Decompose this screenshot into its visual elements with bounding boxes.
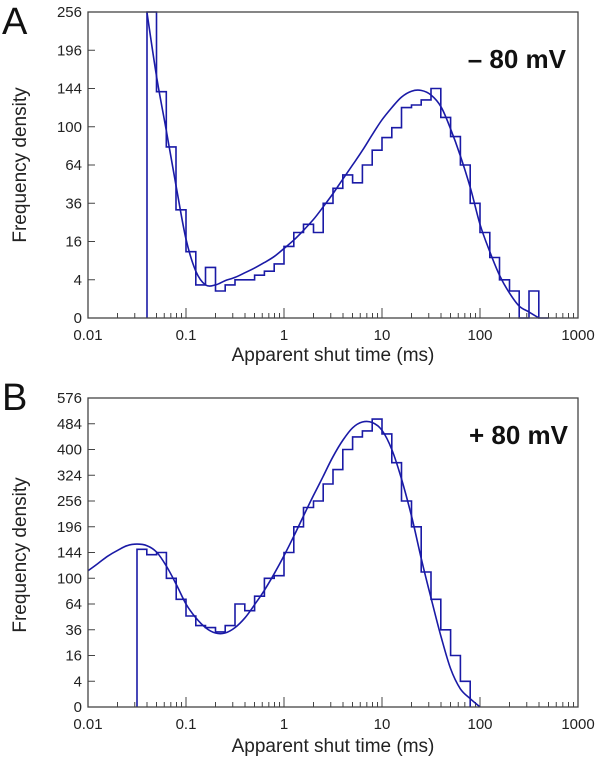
panel-b-marks xyxy=(88,418,481,707)
panel-a-voltage-label: – 80 mV xyxy=(468,44,567,74)
y-tick-label: 256 xyxy=(57,493,82,510)
panel-letter-a: A xyxy=(2,1,28,43)
y-tick-label: 64 xyxy=(65,157,82,174)
x-tick-label: 0.1 xyxy=(176,716,197,733)
y-tick-label: 16 xyxy=(65,234,82,251)
y-tick-label: 196 xyxy=(57,42,82,59)
panel-a-y-axis-label: Frequency density xyxy=(10,87,31,243)
y-tick-label: 484 xyxy=(57,416,82,433)
x-tick-label: 100 xyxy=(467,327,492,344)
x-tick-label: 1000 xyxy=(561,716,594,733)
panel-a-x-axis-label: Apparent shut time (ms) xyxy=(232,345,435,366)
x-tick-label: 10 xyxy=(374,327,391,344)
panel-a-ticks: 0 4 16 36 64 100 144 196 256 0.01 0.1 1 10 100 1000 xyxy=(57,4,595,344)
x-tick-label: 1000 xyxy=(561,327,594,344)
x-tick-label: 0.01 xyxy=(73,716,102,733)
x-tick-label: 0.01 xyxy=(73,327,102,344)
y-tick-label: 100 xyxy=(57,570,82,587)
y-tick-label: 144 xyxy=(57,545,82,562)
y-tick-label: 144 xyxy=(57,81,82,98)
y-tick-label: 36 xyxy=(65,622,82,639)
x-tick-label: 1 xyxy=(280,716,288,733)
y-tick-label: 100 xyxy=(57,119,82,136)
fit-curve xyxy=(88,420,481,707)
x-tick-label: 100 xyxy=(467,716,492,733)
y-tick-label: 4 xyxy=(74,673,82,690)
panel-b-x-axis-label: Apparent shut time (ms) xyxy=(232,736,435,757)
y-tick-label: 256 xyxy=(57,4,82,21)
fit-curve xyxy=(146,12,540,318)
x-tick-label: 0.1 xyxy=(176,327,197,344)
x-tick-label: 1 xyxy=(280,327,288,344)
panel-b-voltage-label: + 80 mV xyxy=(469,420,569,450)
panel-b-ticks: 0 4 16 36 64 100 144 196 256 324 400 484 576 0.01 0.1 1… xyxy=(57,390,595,733)
y-tick-label: 64 xyxy=(65,596,82,613)
x-tick-label: 10 xyxy=(374,716,391,733)
panel-b-plot-frame xyxy=(87,397,579,708)
y-tick-label: 16 xyxy=(65,648,82,665)
y-tick-label: 324 xyxy=(57,467,82,484)
histogram-series xyxy=(136,418,471,707)
y-tick-label: 400 xyxy=(57,442,82,459)
y-tick-label: 0 xyxy=(74,699,82,716)
y-tick-label: 196 xyxy=(57,519,82,536)
panel-b-y-axis-label: Frequency density xyxy=(10,477,31,633)
y-tick-label: 4 xyxy=(74,272,82,289)
panel-a-marks xyxy=(146,11,549,319)
y-tick-label: 576 xyxy=(57,390,82,407)
y-tick-label: 0 xyxy=(74,310,82,327)
panel-a-plot-frame xyxy=(87,11,579,319)
y-tick-label: 36 xyxy=(65,195,82,212)
panel-letter-b: B xyxy=(2,377,27,419)
panel-b: B 0 4 16 36 64 100 144 196 256 324 400 484 576 0.01 0.… xyxy=(2,377,595,757)
histogram-series xyxy=(146,11,549,319)
